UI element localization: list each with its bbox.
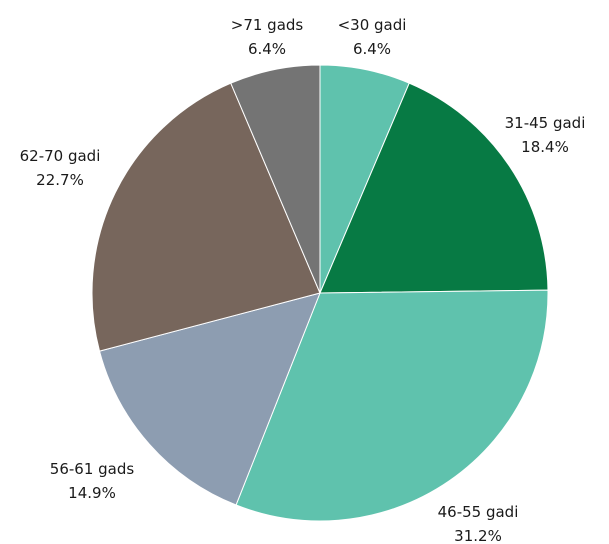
slice-value-3: 31.2% [454,527,502,544]
slice-label-3: 46-55 gadi [438,503,519,521]
pie-slices [91,64,549,522]
pie-slice-3 [235,289,549,522]
slice-label-1: <30 gadi [338,16,407,34]
pie-labels: <30 gadi 6.4% 31-45 gadi 18.4% 46-55 gadi 31.… [20,16,586,544]
slice-value-5: 22.7% [36,171,84,189]
slice-label-4: 56-61 gads [50,460,135,478]
pie-slice-4 [98,292,321,506]
slice-label-5: 62-70 gadi [20,147,101,165]
slice-value-2: 18.4% [521,138,569,156]
slice-label-6: >71 gads [231,16,304,34]
slice-value-1: 6.4% [353,40,391,58]
pie-slice-6 [230,64,321,294]
pie-slice-5 [91,82,321,352]
slice-value-6: 6.4% [248,40,286,58]
pie-slice-2 [319,82,549,294]
slice-label-2: 31-45 gadi [505,114,586,132]
slice-value-4: 14.9% [68,484,116,502]
